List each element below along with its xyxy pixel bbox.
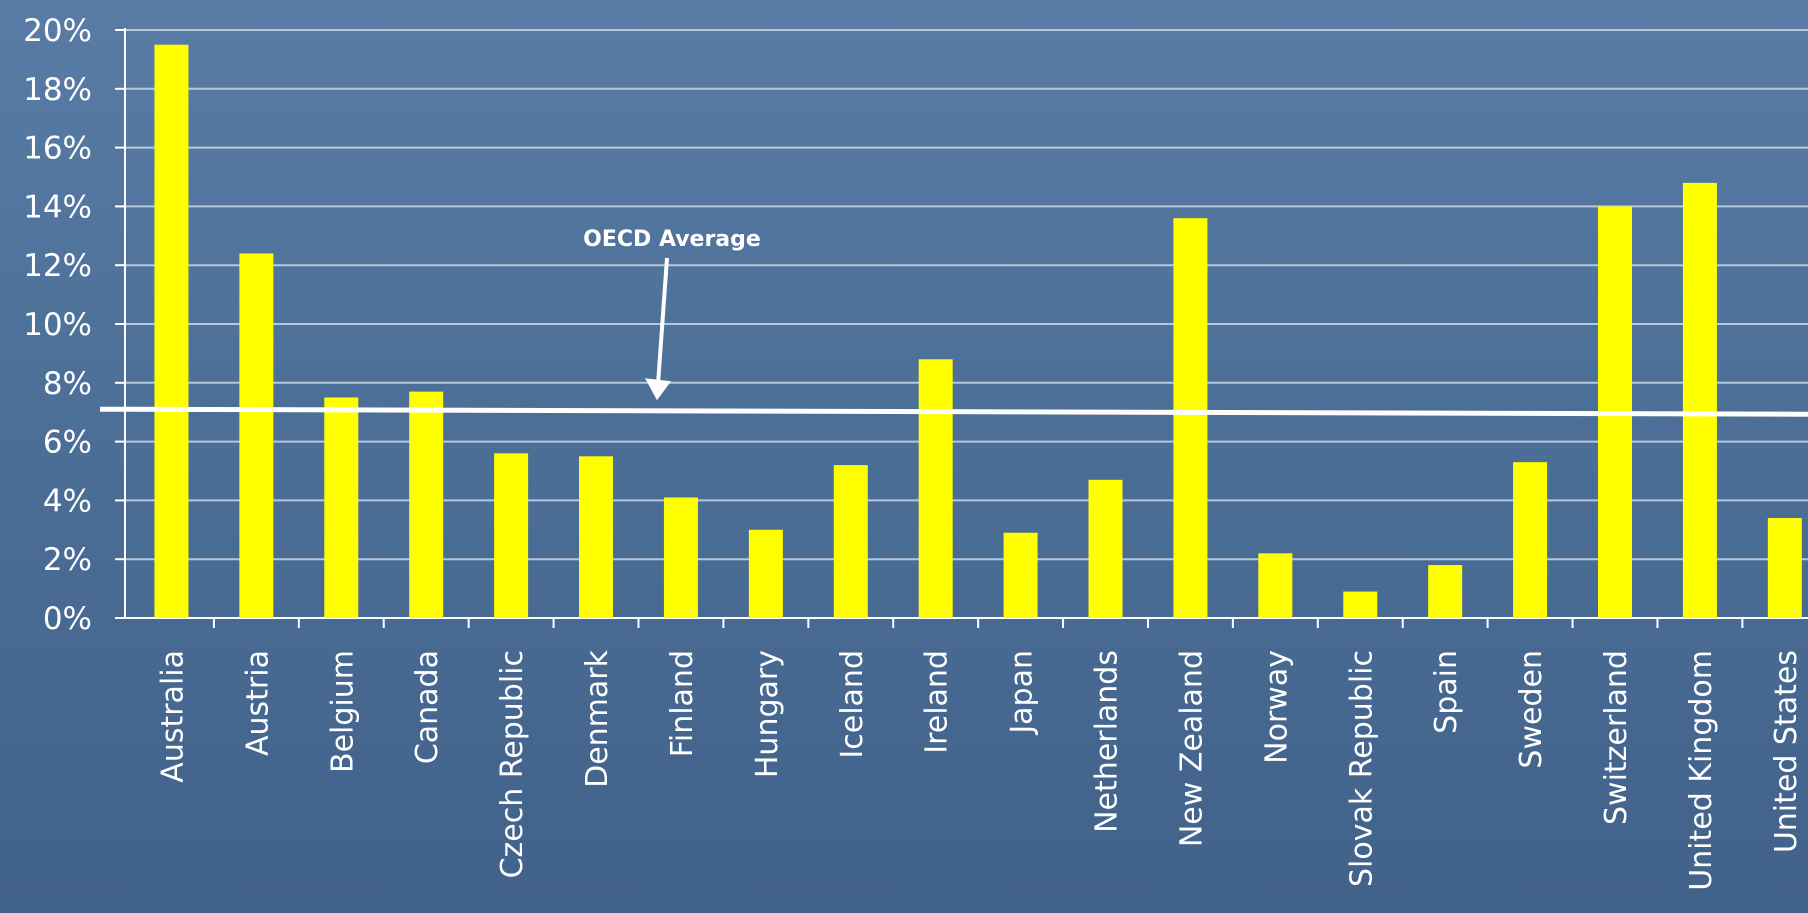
x-tick-label: Hungary [750, 650, 785, 778]
bar [409, 391, 444, 618]
bar [1767, 518, 1802, 618]
bar [1173, 218, 1208, 618]
y-tick-label: 18% [23, 72, 92, 108]
bar [1003, 532, 1038, 618]
bar [579, 456, 614, 618]
x-tick-label: Spain [1429, 650, 1464, 734]
bar [663, 497, 698, 618]
x-tick-label: United States [1769, 650, 1804, 853]
bar [324, 397, 359, 618]
y-tick-label: 16% [23, 131, 92, 167]
x-tick-label: Sweden [1514, 650, 1549, 769]
y-tick-label: 2% [43, 542, 92, 578]
x-tick-label: Netherlands [1090, 650, 1125, 833]
x-tick-label: Czech Republic [495, 650, 530, 878]
bar [154, 44, 189, 618]
bar [1513, 462, 1548, 618]
bars [154, 44, 1802, 618]
bar [918, 359, 953, 618]
x-tick-label: Iceland [835, 650, 870, 759]
x-tick-labels: Australia Austria Belgium Canada Czech Repub… [155, 649, 1803, 890]
bar [239, 253, 274, 618]
x-tick-label: New Zealand [1174, 650, 1209, 847]
x-tick-label: United Kingdom [1684, 650, 1719, 891]
x-tick-label: Canada [410, 650, 445, 764]
y-tick-label: 10% [23, 307, 92, 343]
y-tick-label: 0% [43, 601, 92, 637]
bar [1258, 553, 1293, 618]
x-tick-label: Australia [155, 650, 190, 783]
bar [494, 453, 529, 618]
oecd-average-label: OECD Average [583, 227, 761, 252]
x-tick-label: Norway [1259, 650, 1294, 764]
bar [833, 465, 868, 618]
bar [1088, 479, 1123, 618]
y-tick-label: 6% [43, 425, 92, 461]
oecd-average-arrow-shaft [656, 257, 669, 385]
oecd-average-arrow-head [645, 378, 671, 401]
x-tick-label: Slovak Republic [1344, 650, 1379, 887]
bar [1682, 182, 1717, 618]
x-tick-label: Belgium [325, 650, 360, 773]
x-tick-label: Finland [665, 650, 700, 757]
x-tick-label: Japan [1005, 650, 1040, 736]
x-tick-label: Switzerland [1599, 650, 1634, 825]
y-tick-label: 4% [43, 483, 92, 519]
y-tick-label: 12% [23, 248, 92, 284]
y-tick-labels: 0% 2% 4% 6% 8% 10% 12% 14% 16% 18% 20% [23, 13, 92, 637]
axes [115, 28, 1808, 628]
y-tick-label: 14% [23, 189, 92, 225]
gridlines [125, 29, 1808, 561]
bar [1343, 591, 1378, 618]
bar [748, 529, 783, 618]
x-tick-label: Denmark [580, 649, 615, 788]
bar [1428, 565, 1463, 618]
oecd-average-line [99, 406, 1808, 417]
oecd-average-reference: OECD Average [99, 227, 1808, 417]
y-tick-label: 20% [23, 13, 92, 49]
x-tick-label: Ireland [920, 650, 955, 754]
x-tick-label: Austria [240, 650, 275, 756]
y-tick-label: 8% [43, 366, 92, 402]
